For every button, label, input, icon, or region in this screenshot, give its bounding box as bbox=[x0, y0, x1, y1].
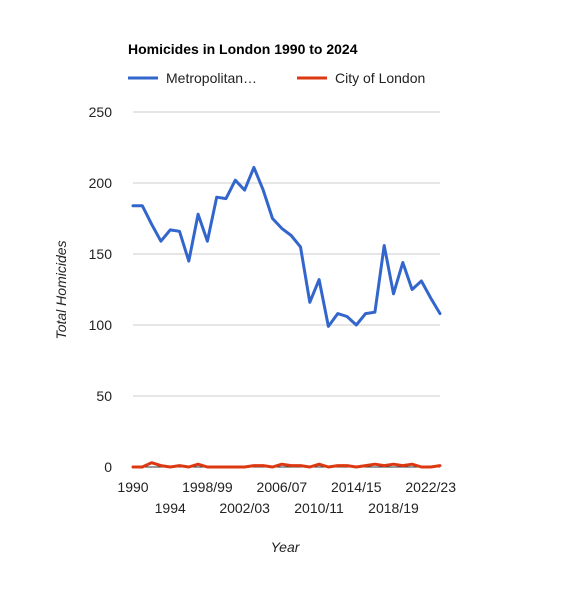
series-line-city-of-london[interactable] bbox=[131, 461, 442, 469]
x-axis-ticks: 1990 1994 1998/99 2002/03 2006/07 2010/11 2014… bbox=[117, 479, 456, 516]
x-tick-label: 2006/07 bbox=[257, 479, 308, 495]
series-line-metropolitan[interactable] bbox=[131, 165, 442, 328]
x-tick-label: 1998/99 bbox=[182, 479, 233, 495]
y-axis-ticks: 0 50 100 150 200 250 bbox=[89, 104, 113, 475]
y-tick-label: 250 bbox=[89, 104, 113, 120]
x-tick-label: 2018/19 bbox=[368, 500, 419, 516]
y-axis-title: Total Homicides bbox=[53, 240, 69, 339]
legend-label-metropolitan: Metropolitan… bbox=[166, 70, 257, 86]
series-lines bbox=[131, 165, 442, 469]
x-tick-label: 2022/23 bbox=[405, 479, 456, 495]
x-tick-label: 2014/15 bbox=[331, 479, 382, 495]
chart-title: Homicides in London 1990 to 2024 bbox=[128, 41, 358, 57]
y-tick-label: 150 bbox=[89, 246, 113, 262]
y-tick-label: 100 bbox=[89, 317, 113, 333]
legend: Metropolitan… City of London bbox=[128, 70, 425, 86]
y-tick-label: 50 bbox=[96, 388, 112, 404]
legend-item-metropolitan[interactable]: Metropolitan… bbox=[128, 70, 257, 86]
legend-item-city-of-london[interactable]: City of London bbox=[297, 70, 425, 86]
x-tick-label: 1994 bbox=[155, 500, 186, 516]
x-tick-label: 1990 bbox=[117, 479, 148, 495]
y-tick-label: 0 bbox=[104, 459, 112, 475]
x-tick-label: 2002/03 bbox=[219, 500, 270, 516]
legend-label-city-of-london: City of London bbox=[335, 70, 425, 86]
y-tick-label: 200 bbox=[89, 175, 113, 191]
x-axis-title: Year bbox=[271, 539, 301, 555]
x-tick-label: 2010/11 bbox=[294, 500, 344, 516]
